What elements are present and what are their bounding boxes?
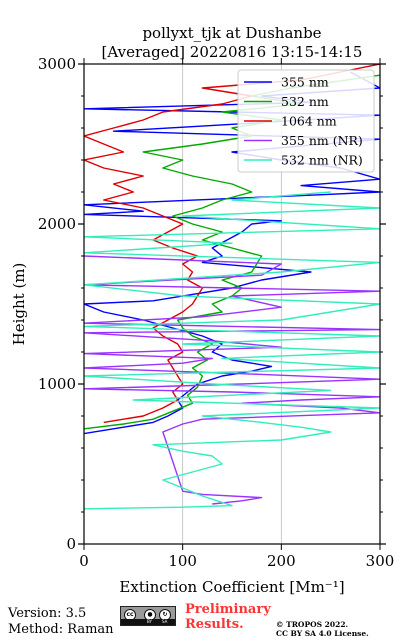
legend: 355 nm 532 nm 1064 nm 355 nm (NR) 532 nm (NR… [237, 69, 375, 173]
x-tick-label-100: 100 [168, 552, 197, 570]
y-tick-label-2000: 2000 [38, 215, 76, 233]
x-tick-label-200: 200 [267, 552, 296, 570]
sa-label: SA [162, 619, 168, 624]
copyright-notice: © TROPOS 2022. CC BY SA 4.0 License. [276, 620, 369, 638]
y-tick-label-0: 0 [66, 535, 76, 553]
series-lines [84, 64, 380, 510]
legend-label-4: 532 nm (NR) [281, 153, 363, 168]
copyright-line-1: © TROPOS 2022. [276, 620, 349, 629]
preliminary-notice: Preliminary Results. [185, 602, 271, 632]
legend-frame [237, 69, 375, 173]
series-line-4 [84, 191, 380, 510]
copyright-line-2: CC BY SA 4.0 License. [276, 629, 369, 638]
x-axis-label: Extinction Coefficient [Mm⁻¹] [119, 578, 344, 596]
share-alike-icon: ↻ [159, 609, 171, 621]
cc-badge-strip [121, 619, 175, 625]
preliminary-line-2: Results. [185, 617, 244, 632]
plot-frame [83, 63, 381, 545]
preliminary-line-1: Preliminary [185, 602, 271, 617]
x-tick-label-300: 300 [366, 552, 395, 570]
legend-label-0: 355 nm [281, 75, 329, 90]
legend-label-2: 1064 nm [281, 114, 337, 129]
method-text: Method: Raman [8, 622, 114, 637]
series-line-3 [84, 255, 380, 505]
legend-label-3: 355 nm (NR) [281, 133, 363, 148]
cc-license-badge: cc ● ↻ BY SA [120, 606, 176, 626]
y-axis-label: Height (m) [10, 263, 28, 346]
y-tick-label-1000: 1000 [38, 375, 76, 393]
version-text: Version: 3.5 [8, 606, 87, 621]
by-label: BY [147, 619, 152, 624]
chart-subtitle: [Averaged] 20220816 13:15-14:15 [102, 43, 363, 61]
legend-label-1: 532 nm [281, 94, 329, 109]
chart-title: pollyxt_tjk at Dushanbe [142, 24, 321, 42]
y-tick-label-3000: 3000 [38, 55, 76, 73]
x-tick-label-0: 0 [79, 552, 89, 570]
